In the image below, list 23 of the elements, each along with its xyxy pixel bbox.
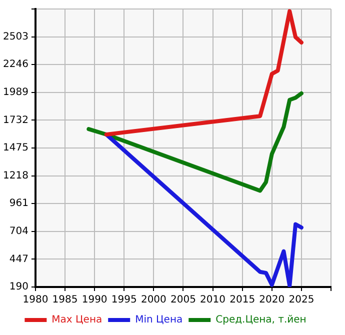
x-tick-label: 2000 bbox=[140, 294, 166, 306]
y-tick-label: 190 bbox=[9, 282, 28, 293]
y-tick-label: 1475 bbox=[2, 142, 28, 154]
y-tick-label: 1989 bbox=[2, 86, 28, 98]
y-tick-label: 2246 bbox=[2, 59, 28, 70]
legend-label: Max Цена bbox=[52, 314, 102, 326]
y-tick-label: 704 bbox=[9, 226, 28, 237]
x-tick-label: 1995 bbox=[111, 294, 137, 306]
y-tick-label: 2503 bbox=[2, 31, 28, 42]
y-tick-label: 961 bbox=[9, 198, 28, 210]
x-tick-label: 2010 bbox=[200, 294, 226, 306]
legend-label: Сред.Цена, т.йен bbox=[216, 314, 306, 326]
x-tick-label: 2025 bbox=[288, 294, 314, 306]
y-tick-label: 447 bbox=[9, 254, 28, 265]
legend-label: Min Цена bbox=[135, 314, 183, 326]
x-tick-label: 1980 bbox=[22, 294, 48, 306]
y-tick-label: 1218 bbox=[2, 170, 28, 182]
x-tick-label: 2020 bbox=[259, 294, 285, 306]
x-tick-label: 1985 bbox=[52, 294, 78, 306]
y-tick-label: 1732 bbox=[2, 114, 28, 126]
x-tick-label: 2005 bbox=[170, 294, 196, 306]
x-tick-label: 2015 bbox=[230, 294, 256, 306]
x-tick-label: 1990 bbox=[82, 294, 108, 306]
